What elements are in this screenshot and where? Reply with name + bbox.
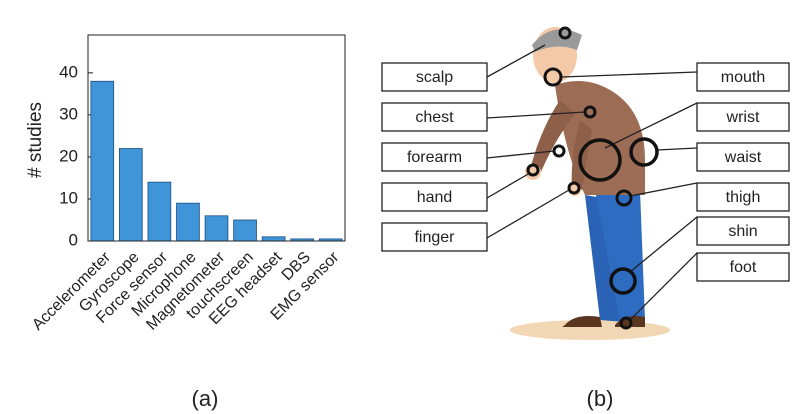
y-tick-label: 20 [59,146,78,165]
y-tick-label: 10 [59,188,78,207]
body-label: scalp [416,69,453,86]
body-label: chest [415,109,454,126]
body-label: hand [417,189,453,206]
y-axis-label: # studies [25,102,46,178]
bar [119,149,142,241]
panel-label: (b) [587,386,614,411]
body-label: wrist [726,109,760,126]
bar [91,81,114,241]
bar [234,220,257,241]
body-label: mouth [721,69,765,86]
body-label: forearm [407,149,462,166]
body-label: foot [730,259,757,276]
figure: (a) (b) # studies [0,0,795,414]
panel-label: (a) [192,386,219,411]
bar [177,203,200,241]
y-tick-label: 40 [59,62,78,81]
bar [205,216,228,241]
body-label: waist [724,149,762,166]
body-label: thigh [726,189,761,206]
bar [262,237,285,241]
bar [148,182,171,241]
body-label: shin [728,223,757,240]
y-tick-label: 0 [69,230,78,249]
body-label: finger [414,229,455,246]
y-tick-label: 30 [59,104,78,123]
